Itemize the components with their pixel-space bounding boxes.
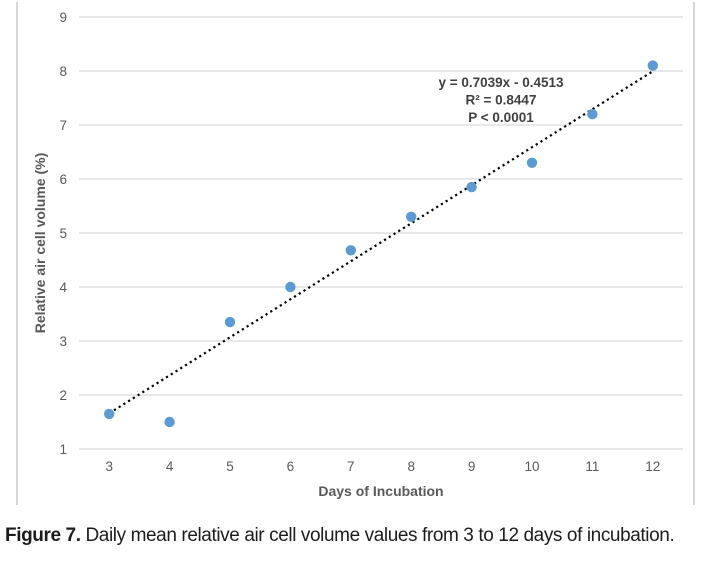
- y-tick-label: 6: [59, 172, 67, 187]
- regression-annotation: P < 0.0001: [468, 110, 534, 125]
- x-tick-label: 6: [287, 459, 295, 474]
- x-tick-label: 3: [105, 459, 113, 474]
- figure-left-border: [16, 2, 18, 505]
- y-tick-label: 3: [59, 334, 67, 349]
- x-tick-label: 4: [166, 459, 174, 474]
- figure-caption: Figure 7. Daily mean relative air cell v…: [5, 524, 709, 548]
- regression-annotation: R² = 0.8447: [466, 93, 537, 108]
- data-point: [164, 416, 175, 428]
- y-tick-label: 7: [59, 118, 67, 133]
- y-tick-label: 1: [59, 442, 67, 457]
- x-tick-label: 8: [407, 459, 415, 474]
- data-point: [406, 211, 417, 222]
- figure-right-border: [693, 2, 695, 505]
- data-point: [224, 316, 236, 328]
- x-tick-label: 11: [585, 459, 599, 474]
- figure-caption-label: Figure 7.: [5, 525, 81, 546]
- y-axis-title: Relative air cell volume (%): [32, 153, 48, 334]
- x-axis-title: Days of Incubation: [318, 483, 443, 499]
- y-tick-label: 8: [59, 64, 67, 79]
- data-point: [587, 109, 598, 120]
- x-tick-label: 9: [468, 459, 476, 474]
- y-tick-label: 5: [59, 226, 67, 241]
- data-point: [104, 408, 115, 420]
- data-point: [526, 157, 538, 168]
- data-point: [285, 281, 296, 293]
- x-tick-label: 5: [226, 459, 234, 474]
- data-point: [466, 181, 477, 193]
- trendline: [108, 70, 654, 415]
- y-tick-label: 4: [59, 280, 67, 295]
- x-tick-label: 10: [524, 459, 539, 474]
- x-tick-label: 12: [645, 459, 660, 474]
- data-point: [647, 60, 658, 71]
- x-tick-label: 7: [347, 459, 355, 474]
- y-tick-label: 9: [59, 10, 67, 25]
- figure-caption-text: Daily mean relative air cell volume valu…: [80, 525, 675, 546]
- y-tick-label: 2: [59, 388, 67, 403]
- regression-annotation: y = 0.7039x - 0.4513: [439, 75, 564, 90]
- data-point: [345, 245, 356, 256]
